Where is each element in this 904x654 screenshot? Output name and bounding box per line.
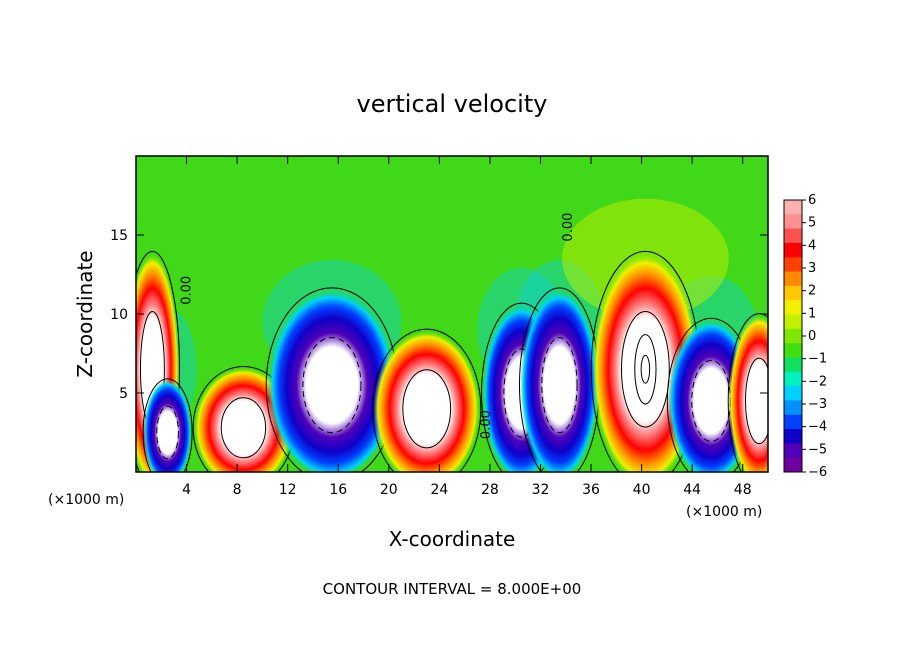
colorbar-tick-label: −3 xyxy=(808,397,827,412)
contour-line xyxy=(541,336,578,434)
downdraft-cell xyxy=(143,379,192,472)
colorbar-tick-label: 1 xyxy=(808,306,816,321)
contour-label: 0.00 xyxy=(479,410,494,439)
colorbar-swatch xyxy=(784,357,802,373)
downdraft-cell xyxy=(520,289,599,472)
colorbar-swatch xyxy=(784,328,802,344)
x-tick-label: 16 xyxy=(329,482,347,498)
colorbar-tick-label: 3 xyxy=(808,261,816,276)
y-tick-label: 10 xyxy=(110,307,128,323)
x-tick-label: 8 xyxy=(233,482,242,498)
updraft-cell xyxy=(728,315,768,472)
colorbar-swatch xyxy=(784,214,802,230)
x-tick-label: 12 xyxy=(279,482,297,498)
colorbar-tick-label: 0 xyxy=(808,329,816,344)
contour-line xyxy=(640,354,651,384)
contour-line xyxy=(745,357,768,445)
x-tick-label: 28 xyxy=(481,482,499,498)
contour-line xyxy=(634,334,657,405)
colorbar-tick-label: 6 xyxy=(808,193,816,208)
colorbar-tick-label: −2 xyxy=(808,374,827,389)
x-tick-label: 20 xyxy=(380,482,398,498)
y-tick-label: 5 xyxy=(119,386,128,402)
colorbar-tick-label: 5 xyxy=(808,216,816,231)
plot-area: 0.00 0.00 0.00 xyxy=(135,155,769,473)
colorbar-swatch xyxy=(784,271,802,287)
zero-contour xyxy=(142,378,193,472)
contour-line xyxy=(402,369,452,449)
colorbar-tick-label: 2 xyxy=(808,284,816,299)
x-unit-label-right: (×1000 m) xyxy=(686,504,762,520)
x-tick-label: 4 xyxy=(182,482,191,498)
colorbar-swatch xyxy=(784,285,802,301)
colorbar-swatch xyxy=(784,414,802,430)
downdraft-cell xyxy=(267,289,397,472)
x-unit-label-left: (×1000 m) xyxy=(48,492,124,508)
x-axis-label: X-coordinate xyxy=(389,527,516,551)
chart-title: vertical velocity xyxy=(357,90,548,118)
colorbar-swatch xyxy=(784,257,802,273)
colorbar-swatch xyxy=(784,400,802,416)
colorbar-swatch xyxy=(784,457,802,473)
contour-line xyxy=(220,397,267,459)
colorbar-tick-label: −5 xyxy=(808,442,827,457)
contour-label: 0.00 xyxy=(561,213,576,242)
zero-contour xyxy=(372,328,482,472)
colorbar-swatch xyxy=(784,443,802,459)
y-axis-ticks: 5 10 15 xyxy=(110,228,768,402)
updraft-cell xyxy=(373,330,480,472)
colorbar-swatch xyxy=(784,314,802,330)
x-tick-label: 40 xyxy=(633,482,651,498)
colorbar-tick-label: −1 xyxy=(808,352,827,367)
colorbar-swatch xyxy=(784,386,802,401)
colorbar-swatch xyxy=(784,300,802,316)
contour-interval-note: CONTOUR INTERVAL = 8.000E+00 xyxy=(323,580,582,598)
contour-line xyxy=(621,311,670,428)
y-tick-label: 15 xyxy=(110,228,128,244)
y-axis-label: Z-coordinate xyxy=(73,250,97,377)
colorbar-swatch xyxy=(784,228,802,244)
x-tick-label: 32 xyxy=(532,482,550,498)
x-tick-label: 36 xyxy=(582,482,600,498)
colorbar: 6 5 4 3 2 1 0 −1 −2 −3 −4 −5 −6 xyxy=(783,193,827,480)
colorbar-tick-label: −6 xyxy=(808,465,827,480)
colorbar-swatch xyxy=(784,242,802,258)
zero-contour xyxy=(136,250,180,472)
velocity-field: 0.00 0.00 0.00 xyxy=(136,198,768,472)
zero-contour xyxy=(727,313,768,472)
colorbar-swatch xyxy=(784,200,802,215)
x-tick-label: 44 xyxy=(683,482,701,498)
x-axis-ticks: 4 8 12 16 20 24 28 32 36 40 44 48 xyxy=(182,156,752,498)
contour-line xyxy=(302,336,362,434)
colorbar-tick-label: 4 xyxy=(808,238,816,253)
colorbar-swatch xyxy=(784,343,802,358)
colorbar-swatch xyxy=(784,429,802,444)
contour-label: 0.00 xyxy=(179,276,194,305)
colorbar-tick-label: −4 xyxy=(808,420,827,435)
colorbar-swatch xyxy=(784,371,802,387)
x-tick-label: 24 xyxy=(430,482,448,498)
contour-line xyxy=(156,405,179,460)
x-tick-label: 48 xyxy=(734,482,752,498)
